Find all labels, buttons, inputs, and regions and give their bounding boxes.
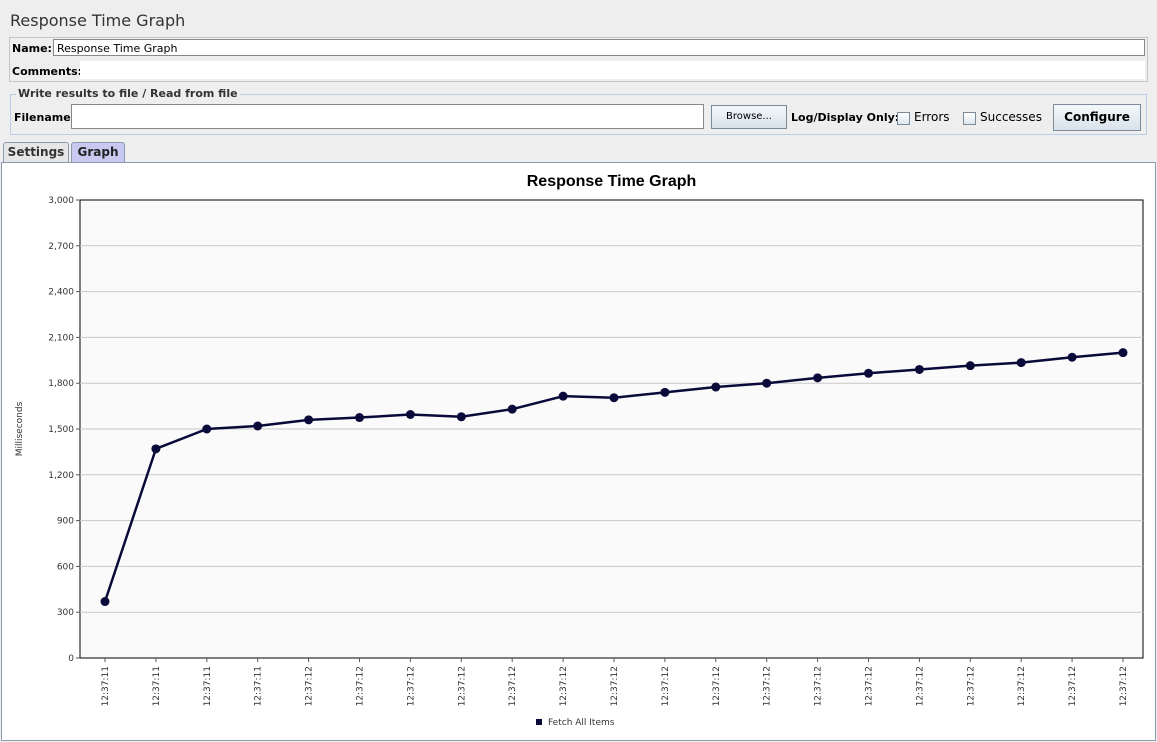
name-label: Name: [12, 42, 52, 55]
data-point [304, 415, 314, 425]
x-tick-label: 12:37:12 [508, 666, 518, 706]
y-tick-label: 2,100 [48, 333, 74, 343]
tab-settings[interactable]: Settings [3, 142, 69, 162]
comments-label: Comments: [12, 65, 83, 78]
y-axis-label: Milliseconds [15, 401, 25, 456]
data-point [864, 368, 873, 378]
y-tick-label: 3,000 [48, 196, 74, 206]
data-point [1016, 358, 1026, 368]
data-point [965, 361, 975, 371]
x-tick-label: 12:37:12 [457, 666, 467, 706]
x-tick-label: 12:37:11 [254, 666, 264, 706]
x-tick-label: 12:37:12 [915, 666, 925, 706]
comments-field[interactable] [80, 61, 1145, 79]
data-point [405, 409, 415, 419]
browse-button[interactable]: Browse... [711, 105, 787, 129]
y-tick-label: 600 [57, 562, 74, 572]
x-tick-label: 12:37:12 [763, 666, 773, 706]
data-point [456, 412, 466, 422]
y-tick-label: 900 [57, 517, 74, 527]
y-tick-label: 1,200 [48, 471, 74, 481]
errors-checkbox[interactable] [897, 112, 910, 125]
x-tick-label: 12:37:11 [101, 666, 111, 706]
filename-input[interactable] [71, 104, 704, 129]
file-group-legend: Write results to file / Read from file [16, 87, 240, 100]
legend-label: Fetch All Items [548, 718, 615, 728]
data-point [558, 391, 568, 401]
data-point [660, 387, 670, 397]
data-point [813, 373, 823, 383]
data-point [355, 413, 364, 423]
x-tick-label: 12:37:11 [203, 666, 213, 706]
x-tick-label: 12:37:12 [814, 666, 824, 706]
x-tick-label: 12:37:12 [1119, 666, 1129, 706]
data-point [202, 424, 212, 434]
filename-label: Filename [14, 111, 71, 124]
x-tick-label: 12:37:12 [305, 666, 315, 706]
data-point [1067, 352, 1077, 362]
errors-checkbox-label[interactable]: Errors [914, 110, 950, 124]
name-panel: Name: Response Time Graph Comments: [9, 37, 1148, 82]
data-point [151, 444, 161, 454]
response-time-chart: Response Time Graph 0 300 600 900 1,200 1,500 1… [15, 173, 1144, 728]
chart-title: Response Time Graph [527, 173, 697, 190]
y-tick-label: 300 [57, 608, 74, 618]
x-tick-label: 12:37:12 [559, 666, 569, 706]
successes-checkbox[interactable] [963, 112, 976, 125]
successes-checkbox-label[interactable]: Successes [980, 110, 1042, 124]
x-tick-label: 12:37:12 [712, 666, 722, 706]
x-tick-label: 12:37:12 [1068, 666, 1078, 706]
x-tick-label: 12:37:12 [406, 666, 416, 706]
y-tick-label: 2,400 [48, 288, 74, 298]
data-point [609, 393, 619, 403]
data-point [1118, 348, 1128, 358]
legend-swatch [536, 719, 542, 725]
x-tick-label: 12:37:12 [610, 666, 620, 706]
x-tick-label: 12:37:12 [356, 666, 366, 706]
x-tick-label: 12:37:12 [1017, 666, 1027, 706]
log-display-only-label: Log/Display Only: [791, 111, 900, 124]
graph-panel: Response Time Graph 0 300 600 900 1,200 1,500 1… [1, 162, 1156, 741]
y-tick-label: 2,700 [48, 242, 74, 252]
x-tick-label: 12:37:11 [152, 666, 162, 706]
file-settings-group: Write results to file / Read from file F… [10, 87, 1147, 135]
y-tick-label: 1,500 [48, 425, 74, 435]
tab-graph[interactable]: Graph [71, 142, 125, 162]
data-point [762, 378, 772, 388]
x-tick-label: 12:37:12 [865, 666, 875, 706]
data-point [253, 421, 263, 431]
x-tick-label: 12:37:12 [966, 666, 976, 706]
data-point [914, 364, 924, 374]
x-tick-label: 12:37:12 [661, 666, 671, 706]
configure-button[interactable]: Configure [1053, 104, 1141, 131]
data-point [507, 404, 517, 414]
y-tick-label: 1,800 [48, 379, 74, 389]
name-input[interactable]: Response Time Graph [53, 39, 1145, 56]
y-tick-label: 0 [68, 654, 74, 664]
data-point [100, 597, 110, 607]
data-point [711, 382, 721, 392]
window-title: Response Time Graph [10, 11, 186, 30]
